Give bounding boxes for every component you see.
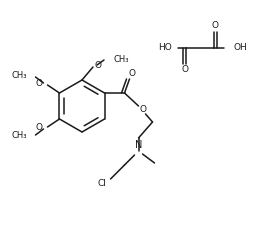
Text: CH₃: CH₃: [12, 132, 27, 140]
Text: CH₃: CH₃: [12, 72, 27, 80]
Text: O: O: [139, 106, 146, 114]
Text: O: O: [35, 80, 42, 88]
Text: O: O: [181, 66, 189, 74]
Text: Cl: Cl: [97, 179, 106, 189]
Text: O: O: [212, 22, 219, 30]
Text: N: N: [135, 140, 142, 150]
Text: O: O: [94, 62, 101, 70]
Text: HO: HO: [158, 44, 172, 52]
Text: OH: OH: [233, 44, 247, 52]
Text: CH₃: CH₃: [114, 55, 130, 63]
Text: O: O: [128, 69, 135, 78]
Text: O: O: [35, 124, 42, 132]
